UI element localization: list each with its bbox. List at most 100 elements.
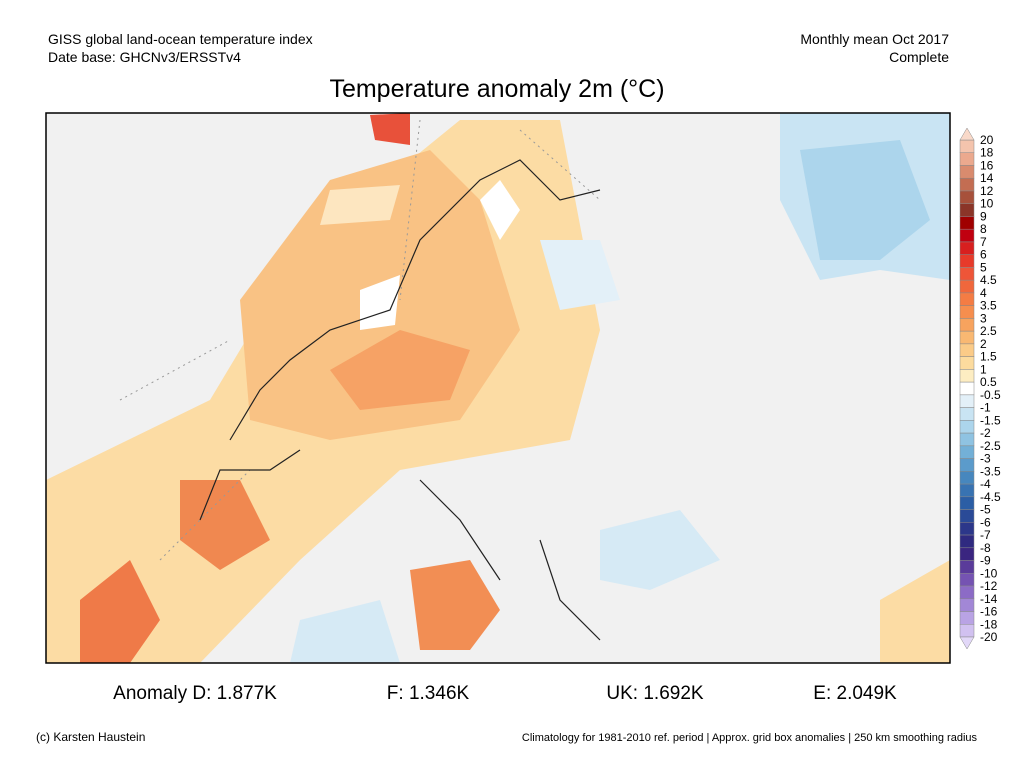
colorbar-label: -8 <box>980 541 991 555</box>
colorbar-label: -3.5 <box>980 464 1001 478</box>
colorbar-band <box>959 203 975 217</box>
colorbar-band <box>959 509 975 523</box>
colorbar-label: 6 <box>980 248 987 262</box>
colorbar-label: 10 <box>980 197 994 211</box>
colorbar-band <box>959 611 975 625</box>
colorbar-band <box>959 624 975 638</box>
colorbar-band <box>959 471 975 485</box>
colorbar-band <box>959 560 975 574</box>
colorbar-band <box>959 381 975 396</box>
warm-region <box>880 560 950 663</box>
map-frame <box>45 112 951 664</box>
colorbar-band <box>959 420 975 434</box>
colorbar-label: -9 <box>980 554 991 568</box>
colorbar-label: 4 <box>980 286 987 300</box>
colorbar-label: -0.5 <box>980 388 1001 402</box>
warm-region <box>320 185 400 225</box>
warm-core <box>370 113 410 145</box>
cool-region <box>600 510 720 590</box>
colorbar-label: -1.5 <box>980 413 1001 427</box>
stat-uk: UK: 1.692K <box>606 683 703 704</box>
coastline <box>199 159 601 641</box>
colorbar-label: 2.5 <box>980 324 997 338</box>
cool-region <box>540 240 620 310</box>
colorbar-label: 9 <box>980 209 987 223</box>
colorbar-band <box>959 241 975 255</box>
colorbar-band <box>959 279 975 294</box>
colorbar-label: -16 <box>980 605 998 619</box>
colorbar-label: -2 <box>980 426 991 440</box>
colorbar-band <box>959 152 975 166</box>
header-left-2: Date base: GHCNv3/ERSSTv4 <box>48 49 241 65</box>
colorbar-label: 12 <box>980 184 994 198</box>
colorbar-band <box>959 254 975 268</box>
colorbar: 201816141210987654.543.532.521.510.5-0.5… <box>959 127 1001 650</box>
colorbar-band <box>959 496 975 510</box>
colorbar-label: -3 <box>980 452 991 466</box>
colorbar-band <box>959 228 975 243</box>
header-right-1: Monthly mean Oct 2017 <box>800 31 949 47</box>
colorbar-label: 5 <box>980 260 987 274</box>
colorbar-label: 3.5 <box>980 299 997 313</box>
colorbar-label: -10 <box>980 566 998 580</box>
colorbar-label: 8 <box>980 222 987 236</box>
colorbar-band <box>959 547 975 561</box>
colorbar-band <box>959 318 975 332</box>
map <box>45 112 951 664</box>
colorbar-band <box>959 585 975 600</box>
colorbar-band <box>959 369 975 383</box>
colorbar-label: 1.5 <box>980 350 997 364</box>
colorbar-band <box>959 458 975 472</box>
colorbar-band <box>959 598 975 612</box>
colorbar-label: 20 <box>980 133 994 147</box>
colorbar-band <box>959 267 975 281</box>
colorbar-label: 14 <box>980 171 994 185</box>
cool-region <box>800 140 930 260</box>
stat-d: Anomaly D: 1.877K <box>113 683 277 704</box>
warm-core <box>410 560 500 650</box>
colorbar-label: -1 <box>980 401 991 415</box>
colorbar-band <box>959 356 975 370</box>
colorbar-band <box>959 483 975 498</box>
header-left-1: GISS global land-ocean temperature index <box>48 31 313 47</box>
warm-core <box>330 330 470 410</box>
colorbar-label: 7 <box>980 235 987 249</box>
colorbar-band <box>959 292 975 306</box>
colorbar-band <box>959 216 975 230</box>
colorbar-band <box>959 534 975 549</box>
colorbar-label: 16 <box>980 158 994 172</box>
colorbar-label: 18 <box>980 146 994 160</box>
title: Temperature anomaly 2m (°C) <box>329 75 664 103</box>
warm-core <box>180 480 270 570</box>
colorbar-arrow-top <box>959 127 975 141</box>
colorbar-band <box>959 330 975 345</box>
colorbar-label: -6 <box>980 515 991 529</box>
colorbar-label: -20 <box>980 630 998 644</box>
colorbar-label: 0.5 <box>980 375 997 389</box>
colorbar-label: -7 <box>980 528 991 542</box>
colorbar-band <box>959 190 975 204</box>
colorbar-label: -5 <box>980 503 991 517</box>
colorbar-label: -18 <box>980 617 998 631</box>
colorbar-label: -4 <box>980 477 991 491</box>
colorbar-label: 2 <box>980 337 987 351</box>
colorbar-band <box>959 573 975 587</box>
colorbar-label: 1 <box>980 362 987 376</box>
colorbar-label: 3 <box>980 311 987 325</box>
colorbar-label: 4.5 <box>980 273 997 287</box>
colorbar-label: -4.5 <box>980 490 1001 504</box>
colorbar-band <box>959 432 975 447</box>
colorbar-band <box>959 343 975 357</box>
colorbar-label: -12 <box>980 579 998 593</box>
footer-right: Climatology for 1981-2010 ref. period | … <box>522 732 978 744</box>
footer-left: (c) Karsten Haustein <box>36 730 145 744</box>
stat-e: E: 2.049K <box>813 683 897 704</box>
colorbar-arrow-bottom <box>959 636 975 650</box>
stat-f: F: 1.346K <box>387 683 470 704</box>
cool-region <box>290 600 400 663</box>
header-right-2: Complete <box>889 49 949 65</box>
colorbar-band <box>959 165 975 179</box>
colorbar-band <box>959 445 975 459</box>
warm-core <box>80 560 160 663</box>
